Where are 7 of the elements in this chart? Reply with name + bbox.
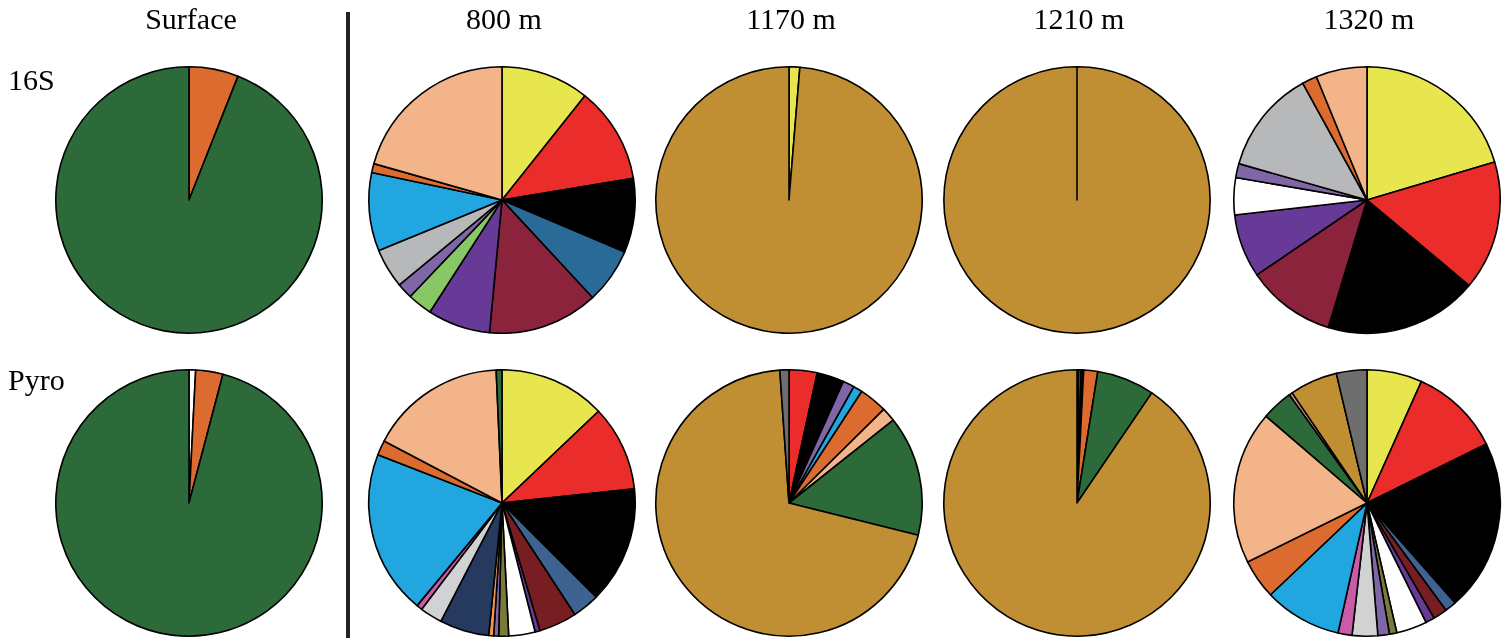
text: 16S [8,63,55,97]
text: Pyro [8,363,65,397]
chart-title: 1320 m [1322,2,1416,36]
chart-title: 1170 m [745,2,837,36]
chart-title: Surface [144,2,238,36]
chart-title: 1210 m [1032,2,1126,36]
chart-title: 800 m [465,2,543,36]
